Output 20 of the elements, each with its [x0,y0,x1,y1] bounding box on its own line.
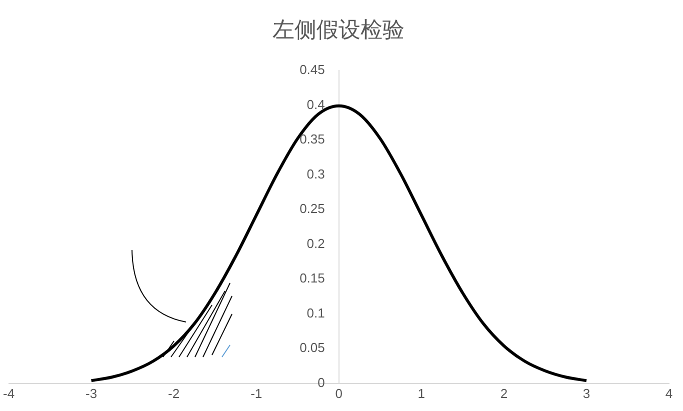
y-tick-label: 0.4 [306,96,325,112]
y-tick-label: 0.35 [300,132,325,147]
x-tick-label: 2 [500,386,508,401]
y-tick-label: 0.05 [300,340,325,356]
x-tick-label: -3 [86,386,98,401]
y-tick-label: 0 [318,374,325,390]
y-tick-label: 0.1 [306,305,325,320]
x-tick-label: 0 [335,386,343,401]
x-tick-label: -1 [250,386,262,401]
y-tick-label: 0.15 [300,270,325,286]
x-tick-label: 4 [665,386,673,401]
x-tick-label: 1 [418,386,426,401]
x-tick-label: -2 [168,386,180,401]
y-tick-label: 0.25 [300,201,325,216]
y-tick-label: 0.2 [306,236,325,251]
x-tick-label: -4 [3,386,15,401]
x-tick-label: 3 [582,386,590,401]
y-tick-label: 0.3 [306,166,325,182]
chart-title: 左侧假设检验 [272,18,404,43]
y-tick-label: 0.45 [300,62,325,77]
